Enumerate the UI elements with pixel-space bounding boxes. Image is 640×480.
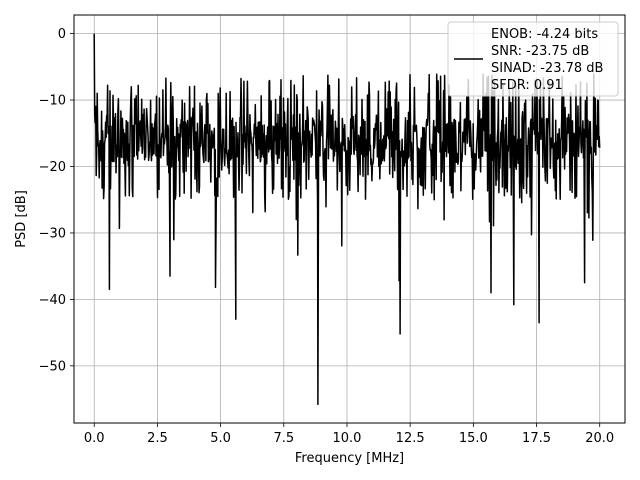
legend-box xyxy=(447,21,619,97)
series-line xyxy=(93,33,601,406)
legend-line-snr: SNR: -23.75 dB xyxy=(491,44,589,59)
y-tick-label: 0 xyxy=(58,27,66,42)
x-tick-label: 17.5 xyxy=(522,431,551,446)
y-tick-label: −20 xyxy=(39,160,66,175)
y-tick-label: −30 xyxy=(39,226,66,241)
y-axis-ticks: 0 −10 −20 −30 −40 −50 xyxy=(39,27,74,374)
x-tick-label: 10.0 xyxy=(332,431,361,446)
x-tick-label: 7.5 xyxy=(273,431,294,446)
legend-line-enob: ENOB: -4.24 bits xyxy=(491,27,598,42)
legend: ENOB: -4.24 bits SNR: -23.75 dB SINAD: -… xyxy=(447,21,619,97)
y-tick-label: −10 xyxy=(39,94,66,109)
axes-frame xyxy=(73,14,626,424)
x-axis-ticks: 0.0 2.5 5.0 7.5 10.0 12.5 15.0 17.5 20.0 xyxy=(84,423,614,446)
legend-line-sfdr: SFDR: 0.91 xyxy=(491,78,563,93)
x-tick-label: 2.5 xyxy=(147,431,168,446)
x-tick-label: 5.0 xyxy=(210,431,231,446)
y-tick-label: −50 xyxy=(39,359,66,374)
x-tick-label: 0.0 xyxy=(84,431,105,446)
plot-area xyxy=(93,33,601,406)
x-axis-label: Frequency [MHz] xyxy=(295,451,404,466)
y-tick-label: −40 xyxy=(39,293,66,308)
legend-line-sinad: SINAD: -23.78 dB xyxy=(491,61,603,76)
x-tick-label: 12.5 xyxy=(396,431,425,446)
x-tick-label: 20.0 xyxy=(585,431,614,446)
x-tick-label: 15.0 xyxy=(459,431,488,446)
y-axis-label: PSD [dB] xyxy=(14,190,29,248)
